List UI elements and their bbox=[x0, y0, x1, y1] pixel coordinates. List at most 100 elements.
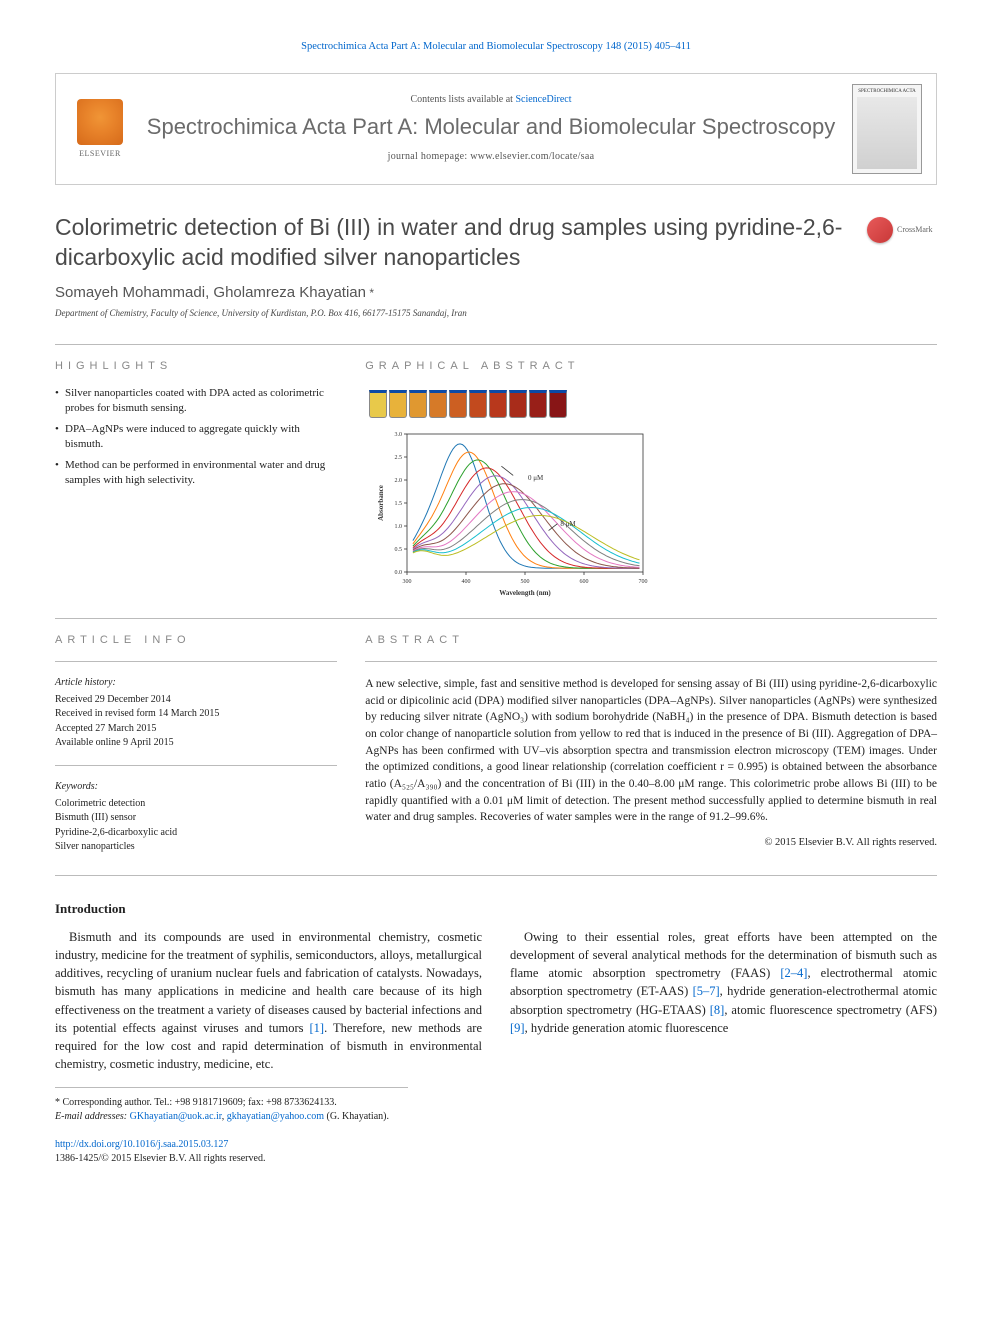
journal-cover: SPECTROCHIMICA ACTA bbox=[852, 84, 922, 174]
ref-link[interactable]: [8] bbox=[710, 1003, 725, 1017]
svg-text:600: 600 bbox=[580, 579, 589, 585]
vial bbox=[449, 390, 467, 418]
keyword: Colorimetric detection bbox=[55, 797, 337, 812]
header-center: Contents lists available at ScienceDirec… bbox=[130, 93, 852, 165]
keyword: Silver nanoparticles bbox=[55, 840, 337, 855]
keywords-block: Keywords: Colorimetric detectionBismuth … bbox=[55, 780, 337, 855]
ref-link[interactable]: [5–7] bbox=[693, 984, 720, 998]
highlights-list: Silver nanoparticles coated with DPA act… bbox=[55, 386, 337, 487]
vial bbox=[489, 390, 507, 418]
contents-line: Contents lists available at ScienceDirec… bbox=[140, 93, 842, 107]
email-line: E-mail addresses: GKhayatian@uok.ac.ir, … bbox=[55, 1110, 937, 1124]
history-line: Received 29 December 2014 bbox=[55, 693, 337, 708]
citation-link[interactable]: Spectrochimica Acta Part A: Molecular an… bbox=[301, 41, 691, 52]
svg-text:500: 500 bbox=[521, 579, 530, 585]
vial bbox=[389, 390, 407, 418]
footer-separator bbox=[55, 1087, 408, 1088]
svg-text:0.0: 0.0 bbox=[395, 570, 403, 576]
affiliation: Department of Chemistry, Faculty of Scie… bbox=[55, 307, 937, 320]
email-link[interactable]: gkhayatian@yahoo.com bbox=[227, 1111, 324, 1122]
history-label: Article history: bbox=[55, 676, 337, 690]
svg-text:Wavelength (nm): Wavelength (nm) bbox=[499, 589, 551, 597]
svg-text:0.5: 0.5 bbox=[395, 547, 403, 553]
svg-text:0 μM: 0 μM bbox=[528, 474, 544, 482]
vial bbox=[469, 390, 487, 418]
intro-text: , atomic fluorescence spectrometry (AFS) bbox=[724, 1003, 937, 1017]
top-citation[interactable]: Spectrochimica Acta Part A: Molecular an… bbox=[55, 40, 937, 55]
ref-link[interactable]: [2–4] bbox=[780, 966, 807, 980]
vial bbox=[509, 390, 527, 418]
vial bbox=[369, 390, 387, 418]
history-line: Accepted 27 March 2015 bbox=[55, 722, 337, 737]
graphical-abstract-col: GRAPHICAL ABSTRACT 0.00.51.01.52.02.53.0… bbox=[365, 359, 937, 598]
homepage-url[interactable]: www.elsevier.com/locate/saa bbox=[470, 151, 594, 162]
journal-name: Spectrochimica Acta Part A: Molecular an… bbox=[140, 113, 842, 141]
highlight-item: DPA–AgNPs were induced to aggregate quic… bbox=[55, 422, 337, 452]
sciencedirect-link[interactable]: ScienceDirect bbox=[515, 94, 571, 105]
vial bbox=[429, 390, 447, 418]
crossmark-icon bbox=[867, 217, 893, 243]
svg-text:2.5: 2.5 bbox=[395, 455, 403, 461]
graphical-abstract-image: 0.00.51.01.52.02.53.0300400500600700Wave… bbox=[365, 386, 937, 598]
graphical-abstract-heading: GRAPHICAL ABSTRACT bbox=[365, 359, 937, 374]
divider bbox=[55, 661, 337, 662]
svg-text:3.0: 3.0 bbox=[395, 432, 403, 438]
keyword: Pyridine-2,6-dicarboxylic acid bbox=[55, 826, 337, 841]
keyword-lines: Colorimetric detectionBismuth (III) sens… bbox=[55, 797, 337, 855]
ref-link[interactable]: [9] bbox=[510, 1021, 525, 1035]
spectra-plot: 0.00.51.01.52.02.53.0300400500600700Wave… bbox=[373, 428, 653, 598]
highlight-item: Method can be performed in environmental… bbox=[55, 458, 337, 488]
svg-text:1.0: 1.0 bbox=[395, 524, 403, 530]
ref-link[interactable]: [1] bbox=[310, 1021, 325, 1035]
article-title: Colorimetric detection of Bi (III) in wa… bbox=[55, 213, 849, 273]
keyword: Bismuth (III) sensor bbox=[55, 811, 337, 826]
divider bbox=[365, 661, 937, 662]
intro-text: Bismuth and its compounds are used in en… bbox=[55, 930, 482, 1035]
history-line: Received in revised form 14 March 2015 bbox=[55, 707, 337, 722]
vial bbox=[529, 390, 547, 418]
svg-text:8 μM: 8 μM bbox=[561, 520, 577, 528]
title-row: Colorimetric detection of Bi (III) in wa… bbox=[55, 213, 937, 273]
cover-image bbox=[857, 97, 917, 169]
keywords-label: Keywords: bbox=[55, 780, 337, 794]
highlights-graphical-row: HIGHLIGHTS Silver nanoparticles coated w… bbox=[55, 359, 937, 598]
doi-line: http://dx.doi.org/10.1016/j.saa.2015.03.… bbox=[55, 1138, 937, 1152]
history-lines: Received 29 December 2014Received in rev… bbox=[55, 693, 337, 751]
svg-text:300: 300 bbox=[403, 579, 412, 585]
vial bbox=[409, 390, 427, 418]
doi-link[interactable]: http://dx.doi.org/10.1016/j.saa.2015.03.… bbox=[55, 1139, 228, 1150]
abstract-col: ABSTRACT A new selective, simple, fast a… bbox=[365, 633, 937, 854]
email-suffix: (G. Khayatian). bbox=[324, 1111, 389, 1122]
homepage-prefix: journal homepage: bbox=[388, 151, 471, 162]
highlight-item: Silver nanoparticles coated with DPA act… bbox=[55, 386, 337, 416]
email-link[interactable]: GKhayatian@uok.ac.ir bbox=[130, 1111, 222, 1122]
article-info-heading: ARTICLE INFO bbox=[55, 633, 337, 648]
intro-para-1: Bismuth and its compounds are used in en… bbox=[55, 928, 482, 1073]
corr-line: * Corresponding author. Tel.: +98 918171… bbox=[55, 1096, 937, 1110]
vials-row bbox=[365, 386, 937, 422]
crossmark-label: CrossMark bbox=[897, 224, 933, 235]
intro-para-2: Owing to their essential roles, great ef… bbox=[510, 928, 937, 1037]
info-abstract-row: ARTICLE INFO Article history: Received 2… bbox=[55, 633, 937, 854]
cover-label: SPECTROCHIMICA ACTA bbox=[858, 89, 916, 95]
abstract-heading: ABSTRACT bbox=[365, 633, 937, 648]
divider bbox=[55, 765, 337, 766]
publisher-label: ELSEVIER bbox=[79, 148, 121, 159]
svg-text:Absorbance: Absorbance bbox=[377, 486, 385, 522]
copyright-line: 1386-1425/© 2015 Elsevier B.V. All right… bbox=[55, 1152, 937, 1166]
crossmark-badge[interactable]: CrossMark bbox=[867, 217, 937, 243]
divider bbox=[55, 875, 937, 876]
article-info-col: ARTICLE INFO Article history: Received 2… bbox=[55, 633, 337, 854]
author-names: Somayeh Mohammadi, Gholamreza Khayatian bbox=[55, 284, 366, 301]
corresponding-star: * bbox=[366, 286, 374, 300]
elsevier-logo: ELSEVIER bbox=[70, 94, 130, 164]
elsevier-tree-icon bbox=[77, 99, 123, 145]
divider bbox=[55, 344, 937, 345]
highlights-heading: HIGHLIGHTS bbox=[55, 359, 337, 374]
intro-text: , hydride generation atomic fluorescence bbox=[525, 1021, 729, 1035]
authors: Somayeh Mohammadi, Gholamreza Khayatian … bbox=[55, 282, 937, 303]
divider bbox=[55, 618, 937, 619]
history-line: Available online 9 April 2015 bbox=[55, 736, 337, 751]
introduction-heading: Introduction bbox=[55, 900, 937, 918]
contents-prefix: Contents lists available at bbox=[410, 94, 515, 105]
